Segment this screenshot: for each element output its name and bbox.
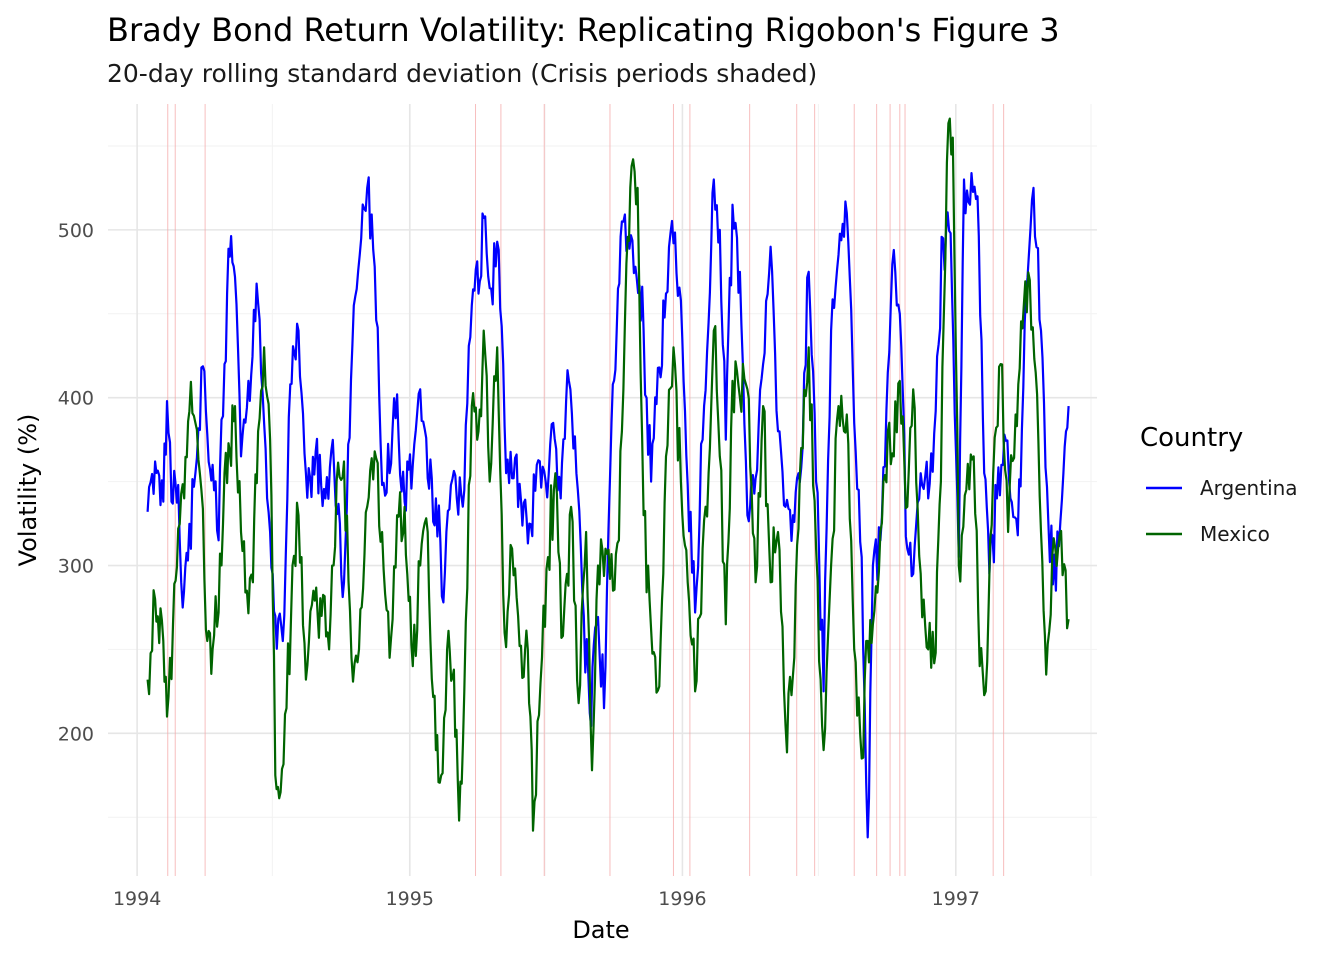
y-axis-title: Volatility (%) [14,414,42,567]
y-axis-ticks: 200 300 400 500 [58,220,94,745]
y-tick-label: 400 [58,388,94,410]
legend: Country Argentina Mexico [1140,423,1298,546]
x-axis-title: Date [572,916,629,944]
chart-subtitle: 20-day rolling standard deviation (Crisi… [107,59,817,88]
legend-entries: Argentina Mexico [1146,476,1298,546]
series-line-argentina [146,172,1070,839]
crisis-periods [167,104,1005,876]
y-tick-label: 200 [58,723,94,745]
x-tick-label: 1996 [658,888,706,910]
x-axis-ticks: 1994 1995 1996 1997 [113,888,980,910]
legend-label-argentina: Argentina [1200,476,1298,500]
y-tick-label: 300 [58,556,94,578]
plot-area [108,104,1097,876]
series-line-mexico [146,117,1070,832]
x-tick-label: 1994 [113,888,161,910]
y-tick-label: 500 [58,220,94,242]
legend-label-mexico: Mexico [1200,522,1270,546]
legend-title: Country [1140,423,1243,453]
chart-title: Brady Bond Return Volatility: Replicatin… [107,11,1060,49]
x-tick-label: 1995 [386,888,434,910]
series-lines [146,117,1070,839]
x-tick-label: 1997 [932,888,980,910]
